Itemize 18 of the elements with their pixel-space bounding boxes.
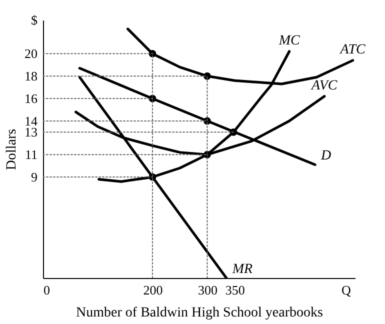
y-tick-label: 18 (24, 68, 38, 84)
x-tick-label: 300 (198, 282, 218, 298)
y-tick-label: 20 (24, 46, 38, 62)
series-label: MC (278, 33, 300, 48)
series-label: AVC (310, 78, 338, 94)
x-tick-label: 0 (44, 282, 50, 298)
y-axis-title: Dollars (4, 128, 20, 170)
series-label: ATC (339, 42, 366, 58)
y-tick-label: 9 (31, 170, 38, 185)
x-axis-title: Number of Baldwin High School yearbooks (76, 306, 323, 320)
x-tick-label: 350 (225, 282, 245, 298)
y-tick-label: 16 (24, 91, 38, 106)
y-tick-label: $ (31, 12, 38, 28)
x-tick-label: Q (342, 282, 352, 298)
series-label: MR (231, 262, 254, 277)
x-tick-label: 200 (143, 282, 163, 298)
series-label: D (320, 148, 332, 164)
y-tick-label: 11 (24, 147, 38, 162)
